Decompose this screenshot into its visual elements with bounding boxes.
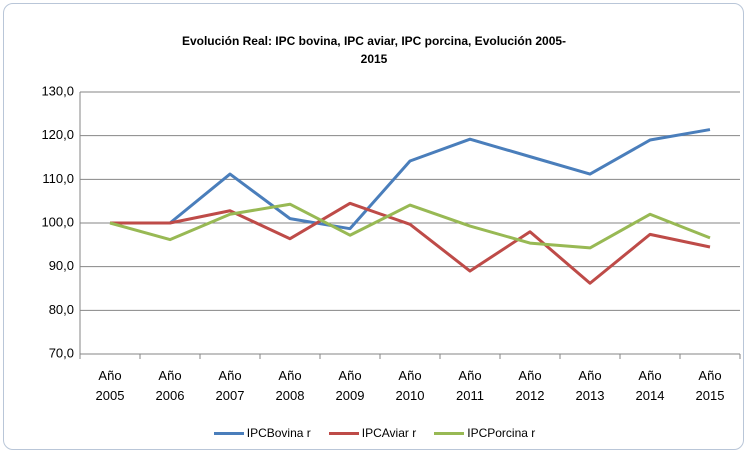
legend: IPCBovina r IPCAviar r IPCPorcina r <box>0 426 749 440</box>
legend-swatch <box>213 431 244 435</box>
y-tick-label: 130,0 <box>41 83 74 98</box>
x-tick-label: Año 2009 <box>335 368 365 403</box>
legend-label: IPCPorcina r <box>467 426 536 440</box>
legend-item: IPCPorcina r <box>434 426 535 440</box>
y-tick-label: 70,0 <box>49 345 74 360</box>
y-tick-label: 120,0 <box>41 127 74 142</box>
legend-swatch <box>328 431 359 435</box>
y-tick-label: 110,0 <box>42 171 74 186</box>
x-tick-label: Año 2008 <box>275 368 305 403</box>
y-tick-label: 80,0 <box>49 302 74 317</box>
x-tick-label: Año 2007 <box>215 368 245 403</box>
x-tick-label: Año 2013 <box>575 368 605 403</box>
legend-label: IPCAviar r <box>361 426 417 440</box>
x-tick-label: Año 2015 <box>695 368 725 403</box>
chart-frame <box>3 3 744 450</box>
legend-item: IPCAviar r <box>328 426 417 440</box>
legend-swatch <box>434 431 465 435</box>
x-tick-label: Año 2006 <box>155 368 185 403</box>
x-tick-label: Año 2005 <box>95 368 125 403</box>
y-tick-label: 100,0 <box>41 214 74 229</box>
x-tick-label: Año 2011 <box>456 368 484 403</box>
x-tick-label: Año 2010 <box>395 368 425 403</box>
legend-item: IPCBovina r <box>213 426 311 440</box>
series-line <box>109 202 711 250</box>
x-tick-label: Año 2012 <box>515 368 545 403</box>
chart-title: Evolución Real: IPC bovina, IPC aviar, I… <box>181 34 567 66</box>
series-line <box>110 201 711 285</box>
series-line <box>110 128 711 231</box>
y-tick-label: 90,0 <box>49 258 74 273</box>
x-tick-label: Año 2014 <box>635 368 665 403</box>
legend-label: IPCBovina r <box>246 426 311 440</box>
